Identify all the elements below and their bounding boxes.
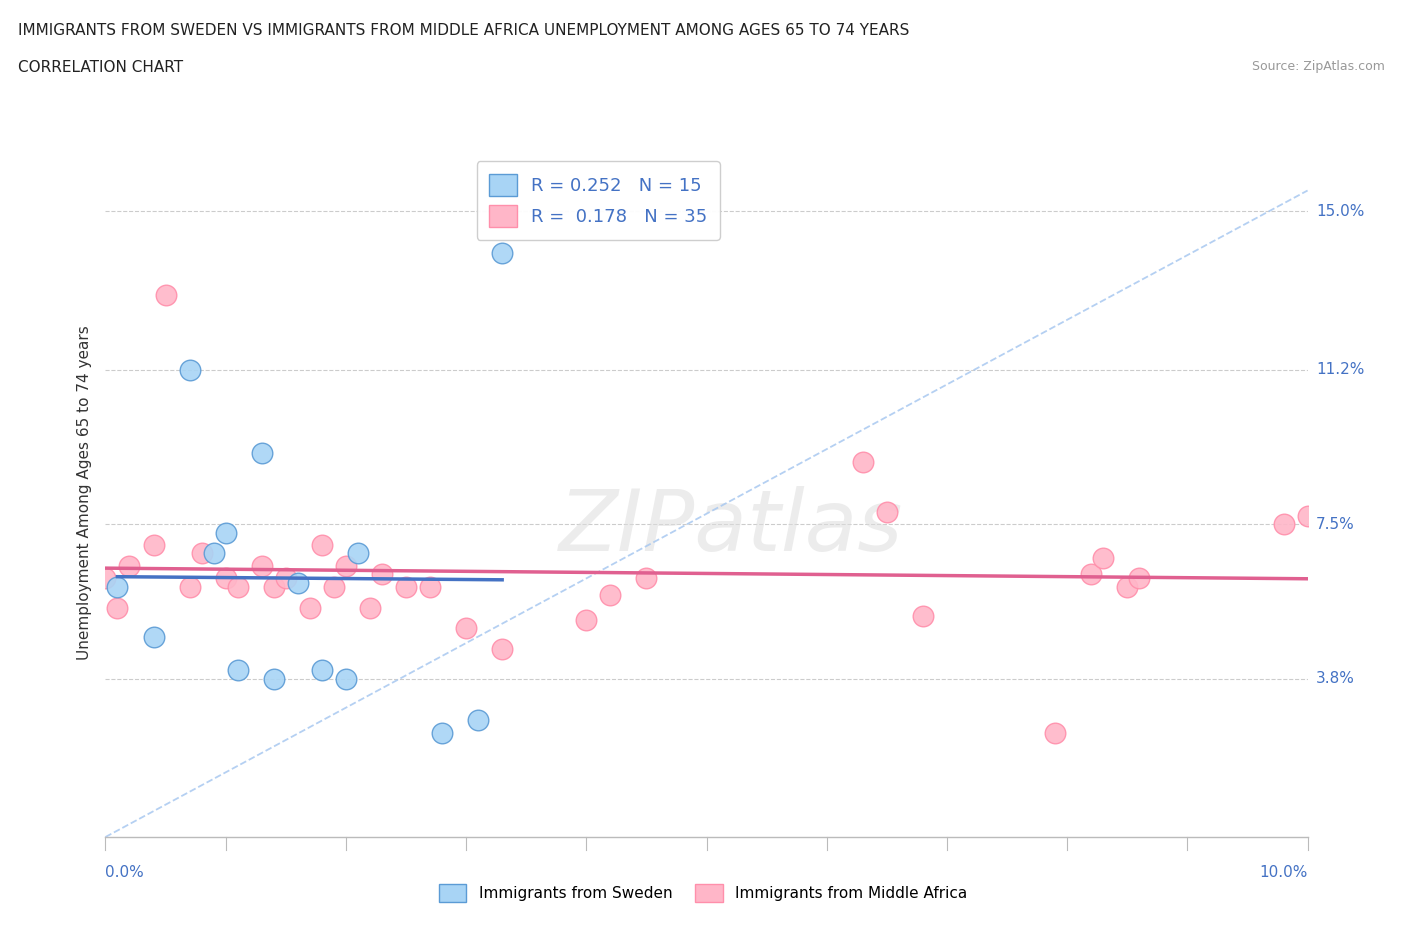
Point xyxy=(1080,566,1102,581)
Point xyxy=(395,579,418,594)
Point xyxy=(298,600,321,615)
Point xyxy=(1296,509,1319,524)
Point xyxy=(419,579,441,594)
Point xyxy=(179,363,201,378)
Point xyxy=(214,525,236,540)
Point xyxy=(1128,571,1150,586)
Text: 0.0%: 0.0% xyxy=(105,865,145,880)
Point xyxy=(575,613,598,628)
Point xyxy=(274,571,297,586)
Text: 10.0%: 10.0% xyxy=(1260,865,1308,880)
Text: 11.2%: 11.2% xyxy=(1316,363,1364,378)
Text: 7.5%: 7.5% xyxy=(1316,517,1354,532)
Point xyxy=(636,571,658,586)
Text: CORRELATION CHART: CORRELATION CHART xyxy=(18,60,183,75)
Point xyxy=(1092,551,1115,565)
Point xyxy=(226,663,249,678)
Text: ZIPatlas: ZIPatlas xyxy=(558,485,903,569)
Point xyxy=(599,588,621,603)
Point xyxy=(250,445,273,460)
Point xyxy=(1116,579,1139,594)
Point xyxy=(430,725,453,740)
Point xyxy=(155,287,177,302)
Legend: R = 0.252   N = 15, R =  0.178   N = 35: R = 0.252 N = 15, R = 0.178 N = 35 xyxy=(477,161,720,240)
Text: IMMIGRANTS FROM SWEDEN VS IMMIGRANTS FROM MIDDLE AFRICA UNEMPLOYMENT AMONG AGES : IMMIGRANTS FROM SWEDEN VS IMMIGRANTS FRO… xyxy=(18,23,910,38)
Point xyxy=(263,579,285,594)
Point xyxy=(335,558,357,573)
Point xyxy=(467,712,489,727)
Text: Source: ZipAtlas.com: Source: ZipAtlas.com xyxy=(1251,60,1385,73)
Point xyxy=(491,246,513,260)
Point xyxy=(226,579,249,594)
Text: 15.0%: 15.0% xyxy=(1316,204,1364,219)
Point xyxy=(311,538,333,552)
Point xyxy=(335,671,357,686)
Point xyxy=(371,566,394,581)
Point xyxy=(190,546,212,561)
Point xyxy=(359,600,381,615)
Point xyxy=(179,579,201,594)
Point xyxy=(142,630,165,644)
Y-axis label: Unemployment Among Ages 65 to 74 years: Unemployment Among Ages 65 to 74 years xyxy=(76,326,91,660)
Point xyxy=(214,571,236,586)
Text: 3.8%: 3.8% xyxy=(1316,671,1355,686)
Legend: Immigrants from Sweden, Immigrants from Middle Africa: Immigrants from Sweden, Immigrants from … xyxy=(433,878,973,909)
Point xyxy=(250,558,273,573)
Point xyxy=(311,663,333,678)
Point xyxy=(911,608,934,623)
Point xyxy=(107,579,129,594)
Point xyxy=(287,575,309,590)
Point xyxy=(1272,517,1295,532)
Point xyxy=(94,571,117,586)
Point xyxy=(491,642,513,657)
Point xyxy=(347,546,370,561)
Point xyxy=(852,454,875,469)
Point xyxy=(202,546,225,561)
Point xyxy=(322,579,344,594)
Point xyxy=(876,504,898,519)
Point xyxy=(454,621,477,636)
Point xyxy=(142,538,165,552)
Point xyxy=(1043,725,1066,740)
Point xyxy=(118,558,141,573)
Point xyxy=(107,600,129,615)
Point xyxy=(263,671,285,686)
